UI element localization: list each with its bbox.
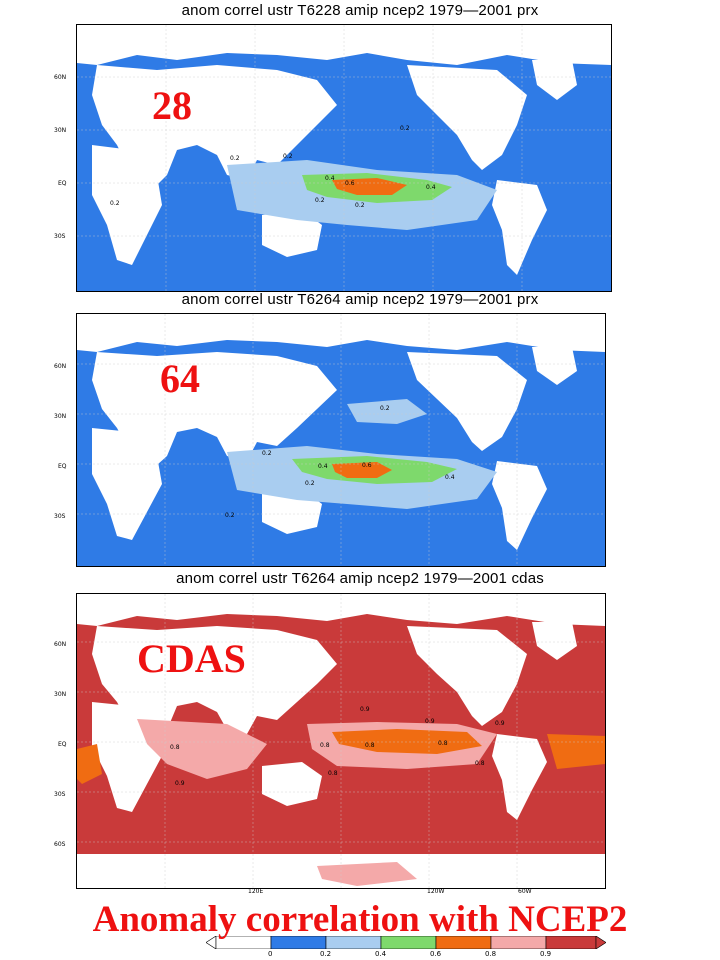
contour-label: 0.4 — [318, 463, 328, 470]
lat-label-eq: EQ — [58, 463, 67, 470]
contour-label: 0.9 — [175, 780, 185, 787]
contour-label: 0.4 — [426, 184, 436, 191]
grid-lines — [77, 594, 605, 888]
contour-0-6-region — [332, 462, 392, 478]
lat-label-30n: 30N — [54, 413, 67, 420]
legend-tick: 0.6 — [430, 950, 442, 958]
lat-label-60n: 60N — [54, 641, 67, 648]
contour-label: 0.2 — [400, 125, 410, 132]
lat-label-60s: 60S — [54, 841, 66, 848]
panel-2-map — [76, 313, 606, 567]
north-america-land — [407, 352, 527, 451]
eurasia-land — [92, 626, 337, 746]
figure-caption: Anomaly correlation with NCEP2 — [92, 899, 628, 940]
lat-label-30s: 30S — [54, 791, 66, 798]
north-america-land — [407, 626, 527, 726]
contour-0-8-region — [317, 862, 417, 886]
lon-label-120w: 120W — [427, 888, 445, 895]
lat-label-60n: 60N — [54, 363, 67, 370]
contour-0-6-region — [332, 178, 407, 195]
contour-0-6-region — [77, 744, 102, 784]
legend-tick: 0.8 — [485, 950, 497, 958]
australia-land — [262, 762, 322, 806]
contour-label: 0.4 — [325, 175, 335, 182]
contour-label: 0.2 — [355, 202, 365, 209]
contour-0-6-region — [332, 729, 482, 754]
panel-1-resolution-label: 28 — [152, 83, 192, 128]
south-america-land — [492, 734, 547, 820]
grid-lines — [77, 25, 611, 291]
legend-arrow-right — [595, 935, 607, 950]
lat-label-eq: EQ — [58, 180, 67, 187]
lat-label-eq: EQ — [58, 741, 67, 748]
lon-label-120e: 120E — [248, 888, 264, 895]
lat-label-30s: 30S — [54, 513, 66, 520]
contour-label: 0.8 — [328, 770, 338, 777]
africa-land — [92, 145, 162, 265]
panel-3-map — [76, 593, 606, 889]
panel-1-map — [76, 24, 612, 292]
legend-tick: 0.2 — [320, 950, 332, 958]
panel-1-title: anom correl ustr T6228 amip ncep2 1979—2… — [181, 2, 539, 19]
contour-0-2-region — [347, 399, 427, 424]
contour-label: 0.2 — [305, 480, 315, 487]
panel-3-map-svg — [77, 594, 605, 888]
lat-label-60n: 60N — [54, 74, 67, 81]
contour-label: 0.2 — [110, 200, 120, 207]
panel-2-map-svg — [77, 314, 605, 566]
lon-label-60w: 60W — [518, 888, 532, 895]
contour-0-8-region — [137, 719, 267, 779]
contour-label: 0.9 — [495, 720, 505, 727]
contour-label: 0.2 — [315, 197, 325, 204]
lat-label-30n: 30N — [54, 691, 67, 698]
contour-label: 0.2 — [262, 450, 272, 457]
legend-tick: 0.9 — [540, 950, 552, 958]
contour-label: 0.6 — [345, 180, 355, 187]
eurasia-land — [92, 352, 337, 474]
contour-label: 0.2 — [380, 405, 390, 412]
contour-label: 0.2 — [230, 155, 240, 162]
lat-label-30n: 30N — [54, 127, 67, 134]
contour-label: 0.8 — [475, 760, 485, 767]
contour-0-6-region — [547, 734, 605, 769]
contour-label: 0.2 — [225, 512, 235, 519]
contour-label: 0.8 — [365, 742, 375, 749]
contour-label: 0.4 — [445, 474, 455, 481]
panel-3-title: anom correl ustr T6264 amip ncep2 1979—2… — [176, 570, 544, 587]
greenland-land — [532, 622, 577, 660]
grid-lines — [77, 314, 605, 566]
panel-2-resolution-label: 64 — [160, 356, 200, 401]
lat-label-30s: 30S — [54, 233, 66, 240]
legend-tick: 0 — [268, 950, 273, 958]
panel-2-title: anom correl ustr T6264 amip ncep2 1979—2… — [181, 291, 539, 308]
greenland-land — [532, 347, 577, 385]
contour-label: 0.8 — [170, 744, 180, 751]
contour-label: 0.6 — [362, 462, 372, 469]
australia-land — [262, 210, 322, 257]
south-america-land — [492, 461, 547, 550]
contour-label: 0.8 — [320, 742, 330, 749]
legend-tick: 0.4 — [375, 950, 387, 958]
contour-label: 0.8 — [438, 740, 448, 747]
contour-label: 0.9 — [360, 706, 370, 713]
color-legend — [205, 935, 607, 950]
africa-land — [92, 428, 162, 540]
north-america-land — [407, 65, 527, 170]
panel-1-map-svg — [77, 25, 611, 291]
south-america-land — [492, 180, 547, 275]
greenland-land — [532, 60, 577, 100]
arctic-land — [77, 314, 605, 352]
contour-label: 0.9 — [425, 718, 435, 725]
contour-label: 0.2 — [283, 153, 293, 160]
panel-3-source-label: CDAS — [137, 636, 246, 681]
